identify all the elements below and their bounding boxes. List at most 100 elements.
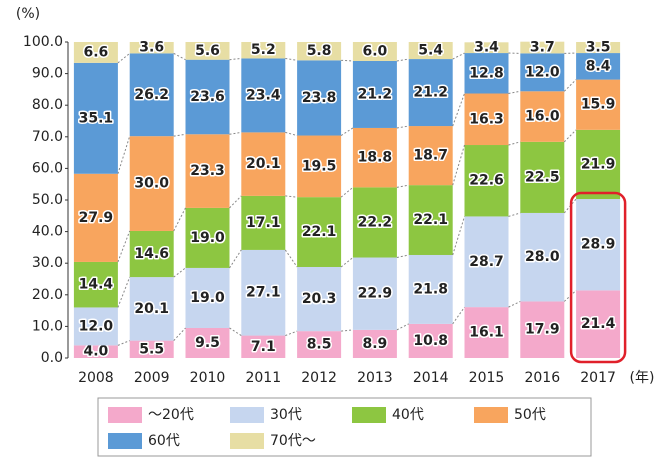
connector [452,93,465,127]
value-label: 21.9 [581,156,616,172]
bar-segment [185,59,230,135]
bar-segment [129,136,174,231]
connector [340,186,354,198]
bar-segment [297,331,342,358]
bar-segment [408,42,453,60]
bar-segment [464,145,509,217]
value-label: 23.3 [190,163,225,179]
value-label: 12.0 [79,318,114,334]
value-label: 27.1 [246,285,281,301]
value-label: 22.1 [413,212,448,228]
bar-segment [241,58,286,133]
bar-segment [408,126,453,186]
value-label: 22.1 [302,224,337,240]
bar-segment [185,207,230,268]
x-tick-label: 2011 [245,370,281,386]
value-label: 22.6 [469,173,504,189]
connector [563,129,577,143]
y-tick-label: 80.0 [32,97,63,113]
bar-segment [520,53,565,92]
value-label: 9.5 [195,335,220,351]
bar-segment [185,267,230,328]
bar-segment [464,216,509,308]
bar-segment [352,257,397,330]
value-label: 14.4 [79,277,114,293]
value-label: 20.1 [246,156,281,172]
y-tick-label: 70.0 [32,129,63,145]
connector [229,195,242,209]
bar-segment [129,42,174,54]
bar-segment [520,301,565,358]
value-label: 22.9 [358,286,393,302]
bar-segment [185,327,230,358]
bar-segment [129,340,174,358]
connector [396,323,409,331]
connector [229,249,242,269]
value-label: 22.5 [525,169,560,185]
value-label: 21.8 [413,281,448,297]
bar-segment [352,187,397,258]
bar-segment [129,230,174,278]
connector [117,230,131,263]
connector [508,300,521,308]
connector [173,267,186,278]
x-tick-label: 2012 [301,370,337,386]
bar-segment [464,53,509,94]
x-tick-label: 2016 [524,370,560,386]
connector [173,207,186,232]
bar-segment [352,329,397,358]
x-unit: (年) [630,370,655,386]
value-label: 7.1 [251,339,276,355]
value-label: 20.1 [134,301,169,317]
bar-segment [129,53,174,137]
value-label: 16.1 [469,325,504,341]
legend-label: 50代 [514,407,546,423]
bar-segment [408,254,453,324]
value-label: 12.0 [525,64,560,80]
y-tick-label: 20.0 [32,287,63,303]
value-label: 8.4 [586,58,611,74]
connector [229,327,242,336]
bar-segment [241,195,286,250]
connector [117,136,131,174]
value-label: 14.6 [134,246,169,262]
bar-segment [297,135,342,198]
x-tick-label: 2015 [469,370,505,386]
bar-segment [576,53,621,80]
value-label: 21.4 [581,316,616,332]
bar-segment [520,212,565,302]
connector [452,52,465,60]
x-tick-label: 2008 [78,370,114,386]
value-label: 3.4 [474,40,499,56]
bar-segment [352,127,397,188]
value-label: 28.7 [469,254,504,270]
y-tick-label: 100.0 [23,34,63,50]
value-label: 6.6 [83,44,108,60]
connector [396,184,409,188]
value-label: 5.8 [307,43,332,59]
connector [340,257,354,268]
connector [285,195,298,198]
legend-swatch [230,433,264,449]
connector [284,249,298,268]
value-label: 5.6 [195,43,220,59]
bar-segment [297,60,342,136]
value-label: 6.0 [362,43,387,59]
bar-segment [576,199,621,291]
connector [452,216,465,256]
value-label: 5.2 [251,42,276,58]
bar-segment [241,132,286,196]
value-label: 26.2 [134,87,169,103]
value-label: 3.5 [586,40,611,56]
y-tick-label: 90.0 [32,66,63,82]
y-tick-label: 30.0 [32,255,63,271]
value-label: 19.5 [302,158,337,174]
bar-segment [241,249,286,336]
y-tick-label: 10.0 [32,318,63,334]
bar-segment [576,129,621,200]
bar-segment [73,62,118,174]
connector [117,276,131,308]
connector [285,131,298,137]
connector [508,90,521,94]
